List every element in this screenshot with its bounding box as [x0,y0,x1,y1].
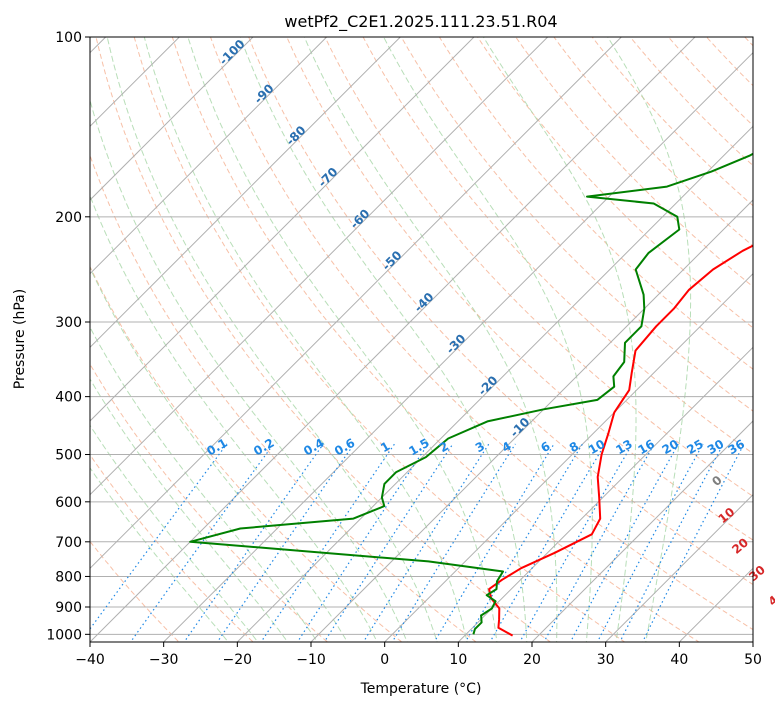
dry-adiabat [90,540,180,642]
moist-adiabat [303,37,558,642]
x-tick-label: 0 [380,652,389,668]
axes: −40 −30 −20 −10 0 10 20 30 40 50 100 200 300 400 500 60… [46,30,762,668]
isotherm-line [384,272,753,642]
dry-adiabat [400,37,753,412]
mixing-ratio-line [596,443,704,642]
dry-adiabat [248,37,753,586]
plot-frame [89,36,754,643]
x-tick-label: 20 [523,652,541,668]
isotherm-line [90,37,549,496]
temperature-profile [488,244,753,637]
y-tick-label: 700 [55,535,82,551]
y-tick-label: 1000 [46,627,82,643]
moist-adiabat [90,194,378,642]
moist-adiabat [90,266,348,642]
isotherm-line [310,199,753,642]
dry-adiabat [477,37,753,329]
mixing-ratio-line [519,443,633,642]
moist-adiabat [90,467,229,642]
mixing-ratio-line [464,443,584,642]
mixing-ratio-line [433,443,555,642]
dry-adiabat [209,37,753,631]
dry-adiabat [515,37,753,288]
moist-adiabat [90,424,259,642]
moist-adiabat [239,37,528,642]
moist-adiabat [383,37,593,642]
moist-adiabat [106,37,438,642]
moist-adiabat [143,37,468,642]
y-tick-label: 500 [55,448,82,464]
dry-adiabat [324,37,753,498]
mixing-ratio-line [543,443,655,642]
y-tick-label: 300 [55,315,82,331]
dry-adiabat [171,37,700,642]
mixing-ratio-line [569,443,679,642]
mixing-ratio-line [619,443,724,642]
moist-adiabat [607,37,692,642]
mixing-ratio-line [323,443,454,642]
x-tick-label: 10 [449,652,467,668]
x-tick-label: −30 [149,652,179,668]
x-tick-label: 40 [670,652,688,668]
dry-adiabat [362,37,753,455]
mixing-ratio-line [216,443,355,642]
isotherm-line [531,420,753,642]
dry-adiabat [286,37,753,541]
isotherm-line [90,37,328,275]
moist-adiabat [90,378,289,642]
dry-adiabat [133,37,626,642]
x-tick-label: 50 [744,652,762,668]
y-tick-label: 900 [55,600,82,616]
mixing-ratio-line [489,443,606,642]
isotherm-line [90,37,254,201]
mixing-ratio-line [641,443,745,642]
isotherm-line [90,37,401,349]
x-tick-label: −10 [296,652,326,668]
moist-adiabat [482,37,637,642]
y-axis-title: Pressure (hPa) [12,289,28,389]
y-tick-label: 800 [55,569,82,585]
y-tick-label: 100 [55,30,82,46]
dry-adiabat [90,265,403,642]
isotherm-line [236,125,753,642]
y-tick-label: 400 [55,390,82,406]
x-tick-label: −20 [223,652,253,668]
mixing-ratio-line [183,443,324,642]
isotherm-line [605,493,753,642]
y-tick-label: 600 [55,495,82,511]
x-tick-label: 30 [597,652,615,668]
dry-adiabat-label: 40 [766,587,775,608]
x-axis-title: Temperature (°C) [360,681,482,697]
mixing-ratio-line [90,443,228,630]
dewpoint-profile [189,152,753,635]
isotherm-line [457,346,753,642]
x-tick-label: −40 [75,652,105,668]
y-tick-label: 200 [55,210,82,226]
isotherm-line [163,51,753,642]
plot-area [90,37,753,642]
mixing-ratio-line [362,443,490,642]
chart-title: wetPf2_C2E1.2025.111.23.51.R04 [284,12,557,32]
isotherm-line [90,37,622,570]
moist-adiabat [187,37,498,642]
isotherm-line [90,37,475,422]
